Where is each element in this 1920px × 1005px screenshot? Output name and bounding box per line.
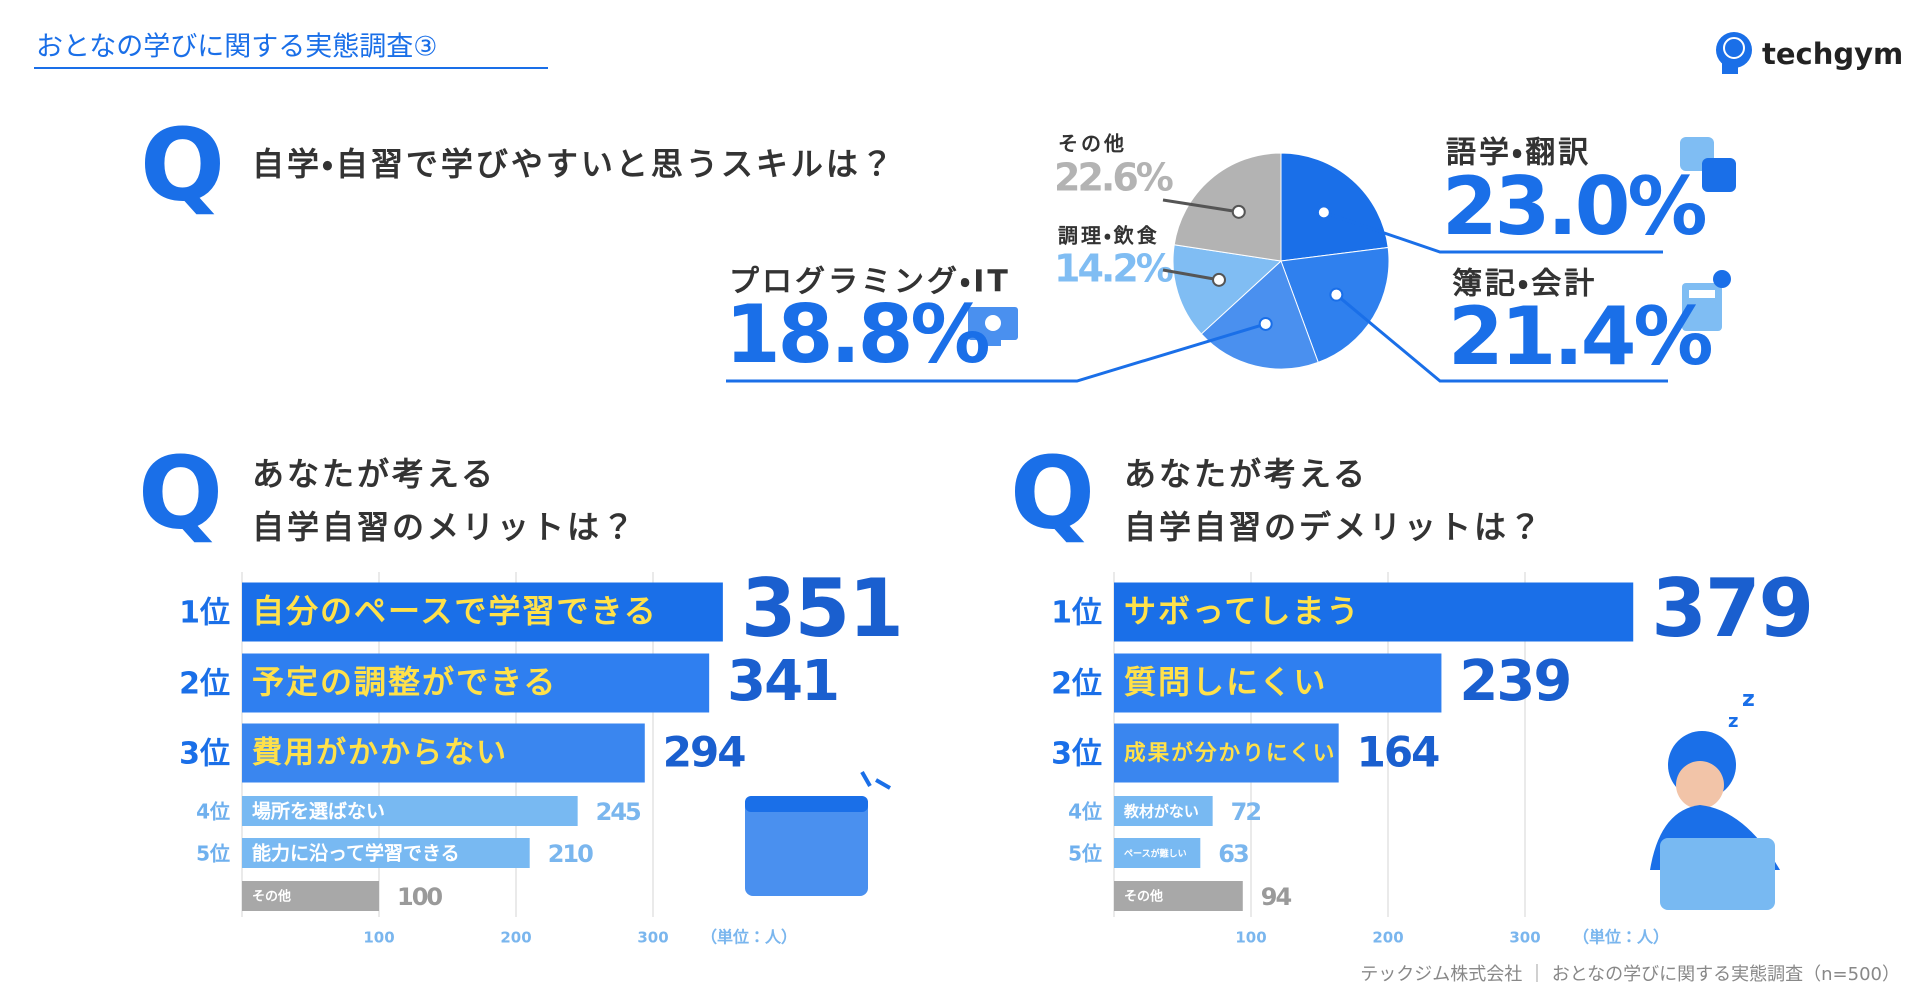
question-marker: Q	[138, 434, 223, 551]
pie-category-label: 語学・翻訳	[1446, 136, 1591, 171]
footer-note: テックジム株式会社 ｜ おとなの学びに関する実態調査（n=500）	[1360, 964, 1900, 985]
bar-category-label: 費用がかからない	[252, 736, 508, 771]
logo-text: techgym	[1762, 37, 1903, 71]
pie-value-label: 14.2%	[1054, 247, 1173, 291]
language-icon	[1680, 137, 1736, 192]
x-tick-label: 100	[1235, 929, 1266, 947]
leader-line	[1335, 293, 1668, 383]
leader-dot	[1258, 316, 1273, 331]
rank-label: 3位	[1051, 737, 1102, 772]
pie-category-label: プログラミング・IT	[729, 265, 1011, 300]
bar	[242, 796, 578, 826]
leader-line	[1162, 268, 1220, 282]
bar-value-label: 341	[727, 649, 838, 714]
rank-label: 5位	[1068, 842, 1102, 866]
bar-value-label: 245	[596, 798, 641, 826]
leader-dot	[1316, 205, 1331, 220]
bar-value-label: 294	[663, 728, 745, 777]
pie-category-label: その他	[1058, 132, 1127, 156]
x-tick-label: 300	[637, 929, 668, 947]
pie-slice	[1173, 152, 1282, 262]
bar-value-label: 379	[1651, 562, 1812, 655]
x-tick-label: 300	[1509, 929, 1540, 947]
bar-category-label: ペースが難しい	[1124, 848, 1187, 860]
question-text: 自学自習のデメリットは？	[1124, 508, 1544, 546]
bar-category-label: 成果が分かりにくい	[1124, 740, 1336, 766]
bar-category-label: 能力に沿って学習できる	[252, 842, 460, 865]
bar-value-label: 94	[1261, 883, 1292, 911]
bar-value-label: 351	[741, 562, 902, 655]
bar	[1114, 653, 1442, 713]
leader-line	[1323, 210, 1663, 254]
svg-text:z: z	[1742, 687, 1755, 712]
question-text: あなたが考える	[1124, 455, 1368, 493]
question-text: 自学自習のメリットは？	[252, 508, 637, 546]
pie-category-label: 調理・飲食	[1058, 224, 1160, 248]
bar-category-label: 教材がない	[1123, 803, 1199, 821]
leader-dot	[1329, 287, 1344, 302]
unit-label: （単位：人）	[1573, 928, 1669, 947]
page-title: おとなの学びに関する実態調査③	[36, 32, 437, 63]
bar-value-label: 72	[1231, 798, 1261, 826]
pie-value-label: 18.8%	[725, 288, 988, 381]
x-tick-label: 200	[1372, 929, 1403, 947]
leader-line	[1162, 198, 1239, 214]
bar-category-label: その他	[1124, 889, 1163, 905]
rank-label: 4位	[196, 800, 230, 824]
question-marker: Q	[1010, 434, 1095, 551]
pie-value-label: 23.0%	[1442, 160, 1705, 253]
bar	[242, 881, 379, 911]
rank-label: 4位	[1068, 800, 1102, 824]
question-marker: Q	[140, 106, 225, 223]
pie-slice	[1280, 152, 1389, 262]
svg-text:z: z	[1728, 711, 1738, 732]
pie-value-label: 22.6%	[1054, 156, 1173, 200]
unit-label: （単位：人）	[701, 928, 797, 947]
rank-label: 5位	[196, 842, 230, 866]
bar-category-label: サボってしまう	[1124, 592, 1360, 630]
bar	[242, 653, 710, 713]
logo-icon	[1716, 32, 1752, 74]
bar-value-label: 210	[548, 840, 593, 868]
leader-line	[726, 322, 1267, 383]
bar-value-label: 164	[1357, 728, 1439, 777]
question-text: 自学・自習で学びやすいと思うスキルは？	[252, 145, 896, 183]
bar-category-label: 質問しにくい	[1124, 663, 1327, 701]
bar-category-label: 予定の調整ができる	[252, 663, 557, 701]
bar-value-label: 63	[1218, 840, 1248, 868]
x-tick-label: 200	[500, 929, 531, 947]
bar-value-label: 239	[1459, 649, 1570, 714]
leader-dot	[1212, 272, 1227, 287]
question-text: あなたが考える	[252, 455, 496, 493]
calendar-icon	[745, 771, 891, 896]
bar	[1114, 838, 1201, 868]
bar	[1114, 881, 1243, 911]
bar	[242, 838, 530, 868]
bar	[1114, 723, 1339, 783]
leader-dot	[1231, 204, 1246, 219]
bar	[1114, 796, 1213, 826]
bar-value-label: 100	[397, 883, 442, 911]
rank-label: 1位	[179, 596, 230, 631]
calculator-icon	[1682, 270, 1731, 331]
rank-label: 2位	[1051, 667, 1102, 702]
bar	[242, 723, 645, 783]
pie-slice	[1172, 244, 1283, 335]
rank-label: 2位	[179, 667, 230, 702]
pie-category-label: 簿記・会計	[1452, 267, 1597, 302]
rank-label: 3位	[179, 737, 230, 772]
bar	[242, 582, 723, 642]
bar-category-label: その他	[252, 889, 291, 905]
bar-category-label: 場所を選ばない	[252, 801, 385, 823]
monitor-icon	[968, 307, 1018, 346]
pie-value-label: 21.4%	[1448, 290, 1711, 383]
x-tick-label: 100	[363, 929, 394, 947]
rank-label: 1位	[1051, 596, 1102, 631]
bar-category-label: 自分のペースで学習できる	[252, 592, 658, 630]
bar	[1114, 582, 1634, 642]
sleeping-person-icon: z z	[1650, 687, 1780, 910]
